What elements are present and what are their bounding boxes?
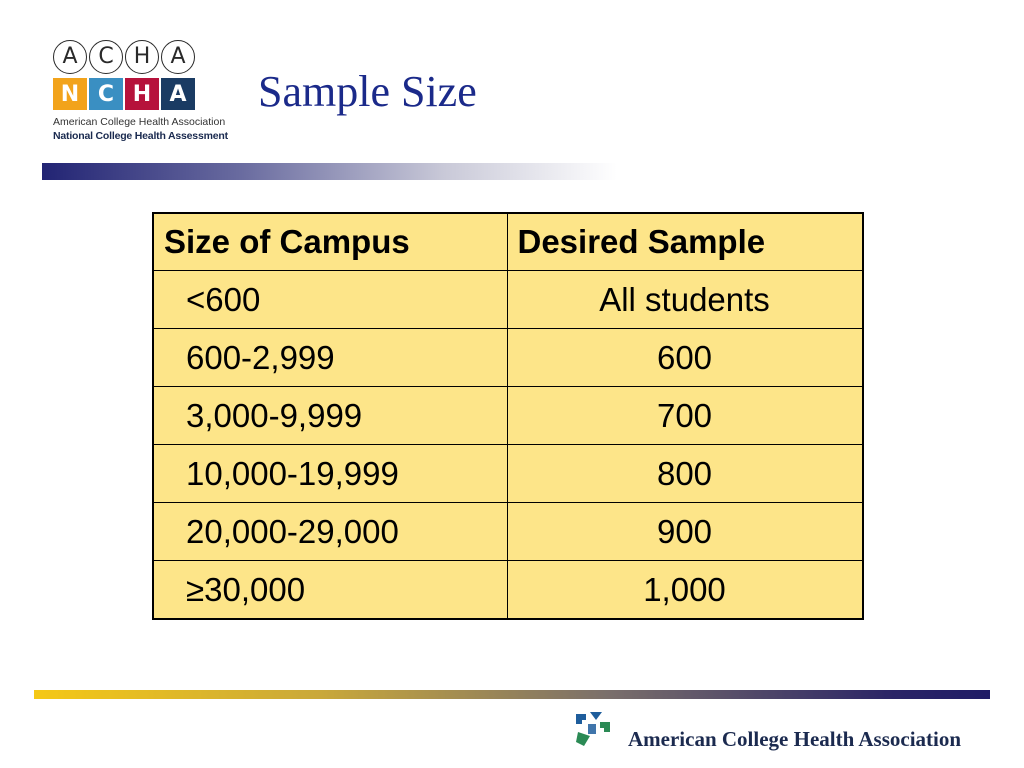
logo-circle-a2: A — [161, 40, 195, 74]
desired-sample-cell: All students — [506, 269, 863, 329]
logo-squares: N C H A — [53, 78, 195, 110]
header-size-of-campus: Size of Campus — [152, 212, 508, 271]
footer-organization-name: American College Health Association — [628, 727, 962, 751]
logo-tagline-2: National College Health Assessment — [53, 130, 228, 142]
campus-size-cell: 600-2,999 — [152, 327, 508, 387]
table-row: 3,000-9,999 700 — [152, 385, 863, 445]
slide-title: Sample Size — [258, 67, 477, 116]
acha-cross-logo-icon — [576, 712, 610, 746]
logo-square-n: N — [53, 78, 87, 110]
table-row: ≥30,000 1,000 — [152, 559, 863, 619]
table-row: 20,000-29,000 900 — [152, 501, 863, 561]
desired-sample-cell: 900 — [506, 501, 863, 561]
top-gradient-bar — [42, 163, 617, 180]
logo-square-a: A — [161, 78, 195, 110]
logo-circles: A C H A — [53, 40, 195, 74]
logo-circle-h: H — [125, 40, 159, 74]
table-row: 10,000-19,999 800 — [152, 443, 863, 503]
table-row: 600-2,999 600 — [152, 327, 863, 387]
ncha-logo: A C H A N C H A American College Health … — [48, 38, 234, 148]
table-header-row: Size of Campus Desired Sample — [152, 212, 863, 271]
desired-sample-cell: 600 — [506, 327, 863, 387]
logo-tagline-1: American College Health Association — [53, 116, 226, 128]
campus-size-cell: 10,000-19,999 — [152, 443, 508, 503]
logo-circle-c: C — [89, 40, 123, 74]
table-row: <600 All students — [152, 269, 863, 329]
logo-square-c: C — [89, 78, 123, 110]
bottom-gradient-bar — [34, 690, 990, 699]
desired-sample-cell: 800 — [506, 443, 863, 503]
header-desired-sample: Desired Sample — [506, 212, 863, 271]
campus-size-cell: <600 — [152, 269, 508, 329]
sample-size-table: Size of Campus Desired Sample <600 All s… — [152, 212, 864, 620]
desired-sample-cell: 1,000 — [506, 559, 863, 619]
logo-circle-a1: A — [53, 40, 87, 74]
desired-sample-cell: 700 — [506, 385, 863, 445]
campus-size-cell: 20,000-29,000 — [152, 501, 508, 561]
logo-square-h: H — [125, 78, 159, 110]
campus-size-cell: 3,000-9,999 — [152, 385, 508, 445]
campus-size-cell: ≥30,000 — [152, 559, 508, 619]
